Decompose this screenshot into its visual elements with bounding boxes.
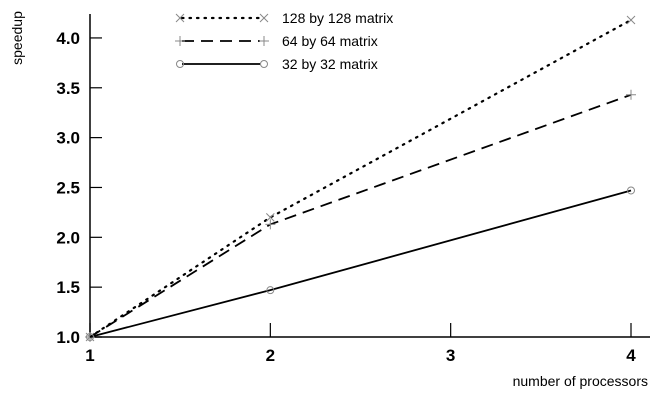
x-tick-label: 1 <box>85 346 94 365</box>
data-point-3-2 <box>266 286 275 295</box>
data-point-2-3 <box>626 89 636 100</box>
legend-label-3: 32 by 32 matrix <box>282 56 378 72</box>
y-tick-label: 4.0 <box>56 29 80 48</box>
series-group <box>85 15 636 342</box>
data-point-1-2 <box>265 213 275 222</box>
y-tick-label: 1.5 <box>56 278 80 297</box>
series-line-3 <box>89 189 632 338</box>
data-point-1-3 <box>626 15 636 25</box>
y-axis-label: speedup <box>9 11 25 65</box>
data-point-2-2 <box>265 219 276 230</box>
axes <box>89 14 650 338</box>
y-tick-label: 2.5 <box>56 178 80 197</box>
legend-marker-2-left <box>175 36 185 46</box>
data-point-3-1 <box>86 333 94 341</box>
legend-marker-1-left <box>175 13 185 23</box>
legend-marker-3-left <box>176 60 184 68</box>
x-tick-label: 3 <box>446 346 455 365</box>
legend: 128 by 128 matrix 64 by 64 matrix 32 by 32… <box>175 10 393 72</box>
x-axis-label: number of processors <box>513 373 648 389</box>
legend-marker-3-right <box>260 60 268 68</box>
y-tick-label: 3.0 <box>56 129 80 148</box>
data-point-1-2-stroke <box>265 213 275 222</box>
y-tick-label: 1.0 <box>56 328 80 347</box>
y-tick-label: 3.5 <box>56 79 80 98</box>
y-tick-label: 2.0 <box>56 228 80 247</box>
legend-marker-2-right <box>259 36 269 46</box>
legend-label-1: 128 by 128 matrix <box>282 10 393 26</box>
series-line-2 <box>89 93 632 338</box>
legend-marker-1-left-stroke <box>175 13 185 23</box>
data-point-3-3 <box>627 186 635 195</box>
x-tick-label: 2 <box>266 346 275 365</box>
legend-marker-1-right <box>259 13 269 23</box>
data-point-1-3-stroke <box>626 15 636 25</box>
legend-marker-1-right-stroke <box>259 13 269 23</box>
legend-label-2: 64 by 64 matrix <box>282 33 378 49</box>
x-tick-label: 4 <box>626 346 636 365</box>
ticks: 1 2 3 4 1.0 1.5 2.0 2.5 3.0 3.5 4.0 <box>56 29 636 365</box>
